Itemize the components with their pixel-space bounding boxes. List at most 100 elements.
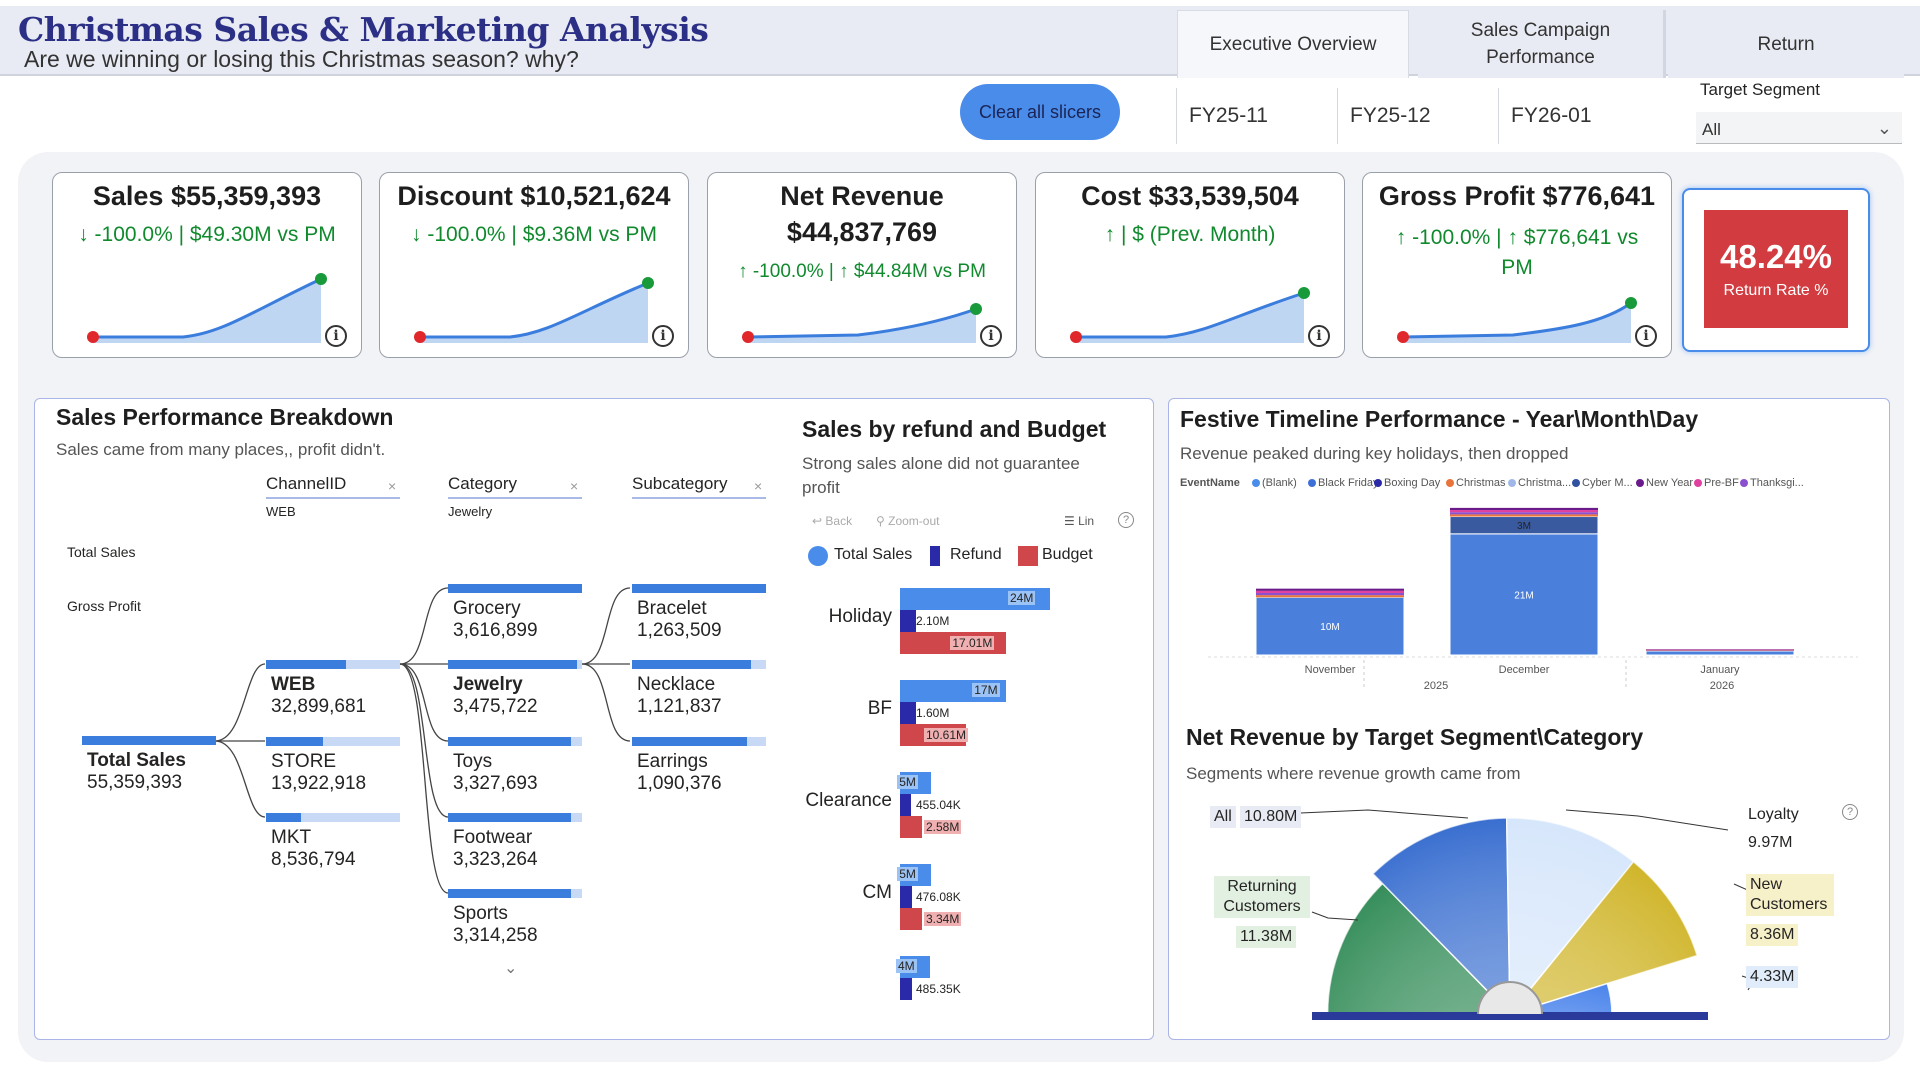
decomposition-tree-connectors: [214, 587, 631, 894]
legend-dot: [1308, 479, 1316, 487]
timeline-bar-label: 21M: [1514, 590, 1533, 601]
tree-subcategory-bar[interactable]: [632, 584, 766, 593]
tree-channel-bar[interactable]: [266, 737, 323, 746]
tree-category-bar[interactable]: [448, 889, 571, 898]
tree-subcategory-value: 1,090,376: [637, 773, 722, 794]
zoom-out-button[interactable]: ⚲ Zoom-out: [876, 514, 940, 528]
measure-gross-profit[interactable]: Gross Profit: [67, 598, 141, 614]
tree-node-bar[interactable]: [82, 736, 216, 745]
bar-budget[interactable]: [900, 908, 922, 930]
segment-radial-chart: [1277, 809, 1763, 1020]
bar-total-sales-label: 5M: [897, 775, 918, 789]
legend-budget-swatch: [1018, 546, 1038, 566]
period-fy26-01[interactable]: FY26-01: [1498, 88, 1658, 144]
bar-refund[interactable]: [900, 978, 913, 1000]
legend-label[interactable]: Christmas: [1456, 477, 1506, 489]
kpi-sales-card[interactable]: Sales $55,359,393 ↓ -100.0% | $49.30M vs…: [52, 172, 362, 358]
return-rate-tile: 48.24% Return Rate %: [1704, 210, 1848, 328]
bar-refund[interactable]: [900, 702, 916, 724]
target-segment-dropdown[interactable]: All ⌄: [1696, 112, 1902, 144]
kpi-title: Gross Profit $776,641: [1378, 181, 1656, 211]
tree-subcategory-bar[interactable]: [632, 737, 747, 746]
tree-subcategory-value: 1,121,837: [637, 696, 722, 717]
tree-subcategory-label: Bracelet: [637, 598, 707, 619]
chevron-down-icon[interactable]: ⌄: [504, 960, 518, 977]
bar-budget-label: 3.34M: [924, 912, 962, 926]
tree-category-bar[interactable]: [448, 737, 571, 746]
clear-slicers-button[interactable]: Clear all slicers: [960, 84, 1120, 140]
tree-channel-label: WEB: [271, 674, 316, 695]
help-icon[interactable]: ?: [1118, 512, 1134, 528]
tree-root-label: Total Sales: [87, 750, 186, 771]
bar-category-label: CM: [862, 882, 892, 903]
kpi-sparkline: [414, 277, 654, 343]
kpi-cost-card[interactable]: Cost $33,539,504 ↑ | $ (Prev. Month) i: [1035, 172, 1345, 358]
bar-budget-label: 17.01M: [950, 636, 995, 650]
tree-category-bar[interactable]: [448, 813, 571, 822]
bar-budget[interactable]: [900, 816, 922, 838]
legend-label[interactable]: Boxing Day: [1384, 477, 1441, 489]
timeline-x-label: January: [1700, 664, 1740, 676]
close-icon[interactable]: ×: [570, 478, 579, 494]
info-icon[interactable]: i: [325, 325, 347, 347]
timeline-bar-segment: [1256, 590, 1404, 593]
period-fy25-11[interactable]: FY25-11: [1176, 88, 1336, 144]
bar-refund[interactable]: [900, 610, 916, 632]
legend-label[interactable]: Thanksgi...: [1750, 477, 1804, 489]
tab-sales-campaign-performance[interactable]: Sales Campaign Performance: [1418, 10, 1666, 78]
bar-refund[interactable]: [900, 886, 912, 908]
tree-category-bar[interactable]: [448, 584, 582, 593]
close-icon[interactable]: ×: [388, 478, 397, 494]
legend-label[interactable]: Christma...: [1518, 477, 1572, 489]
timeline-bar-segment: [1256, 595, 1404, 598]
timeline-bar-segment: [1450, 512, 1598, 515]
return-rate-card[interactable]: 48.24% Return Rate %: [1682, 188, 1870, 352]
tab-return[interactable]: Return: [1668, 10, 1904, 78]
tab-label: Sales Campaign Performance: [1470, 20, 1611, 68]
scale-toggle[interactable]: ☰ Lin: [1064, 514, 1095, 528]
tree-category-value: 3,323,264: [453, 849, 538, 870]
kpi-net-revenue-card[interactable]: Net Revenue $44,837,769 ↑ -100.0% | ↑ $4…: [707, 172, 1017, 358]
bar-refund-label: 485.35K: [916, 982, 961, 996]
tree-subcategory-bar[interactable]: [632, 660, 751, 669]
tree-root-value: 55,359,393: [87, 772, 183, 793]
legend-label[interactable]: Black Friday: [1318, 477, 1379, 489]
legend-label[interactable]: (Blank): [1262, 477, 1297, 489]
tree-channel-bar-bg[interactable]: [266, 737, 400, 746]
seg-value-all: 10.80M: [1240, 806, 1302, 828]
info-icon[interactable]: i: [652, 325, 674, 347]
tree-channel-bar[interactable]: [266, 660, 346, 669]
target-segment-label: Target Segment: [1700, 80, 1821, 99]
kpi-discount-card[interactable]: Discount $10,521,624 ↓ -100.0% | $9.36M …: [379, 172, 689, 358]
bar-refund[interactable]: [900, 794, 912, 816]
legend-label[interactable]: Cyber M...: [1582, 477, 1633, 489]
period-fy25-12[interactable]: FY25-12: [1337, 88, 1497, 144]
seg-value-new: 8.36M: [1746, 924, 1799, 946]
tree-channel-label: MKT: [271, 827, 312, 848]
legend-label[interactable]: New Year: [1646, 477, 1694, 489]
seg-value-loyalty: 9.97M: [1748, 834, 1793, 851]
measure-total-sales[interactable]: Total Sales: [67, 544, 136, 560]
kpi-gross-profit-card[interactable]: Gross Profit $776,641 ↑ -100.0% | ↑ $776…: [1362, 172, 1672, 358]
tree-channel-bar-bg[interactable]: [266, 813, 400, 822]
timeline-year-label: 2025: [1423, 680, 1449, 692]
back-button[interactable]: ↩ Back: [812, 514, 853, 528]
tree-category-value: 3,327,693: [453, 773, 538, 794]
kpi-delta: ↓ -100.0% | $49.30M vs PM: [78, 223, 336, 246]
kpi-delta: ↓ -100.0% | $9.36M vs PM: [411, 223, 657, 246]
tree-category-bar[interactable]: [448, 660, 577, 669]
tab-executive-overview[interactable]: Executive Overview: [1177, 10, 1409, 78]
kpi-sparkline: [1070, 287, 1310, 343]
help-icon[interactable]: ?: [1842, 804, 1858, 820]
info-icon[interactable]: i: [980, 325, 1002, 347]
close-icon[interactable]: ×: [754, 478, 763, 494]
info-icon[interactable]: i: [1635, 325, 1657, 347]
tree-channel-bar[interactable]: [266, 813, 301, 822]
legend-label[interactable]: Pre-BF: [1704, 477, 1739, 489]
info-icon[interactable]: i: [1308, 325, 1330, 347]
legend-dot: [1374, 479, 1382, 487]
page-subtitle: Are we winning or losing this Christmas …: [24, 46, 579, 72]
legend-dot: [1252, 479, 1260, 487]
page-title: Christmas Sales & Marketing Analysis: [18, 10, 709, 49]
segment-slice-highlight: [1506, 818, 1634, 990]
